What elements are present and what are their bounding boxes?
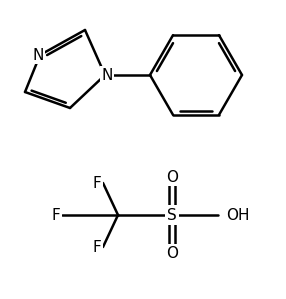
Text: N: N xyxy=(32,48,44,62)
Text: F: F xyxy=(92,239,101,254)
Text: N: N xyxy=(101,68,113,83)
Text: F: F xyxy=(51,208,60,222)
Text: OH: OH xyxy=(226,208,249,222)
Text: S: S xyxy=(167,208,177,222)
Text: F: F xyxy=(92,176,101,190)
Text: O: O xyxy=(166,170,178,184)
Text: O: O xyxy=(166,245,178,260)
